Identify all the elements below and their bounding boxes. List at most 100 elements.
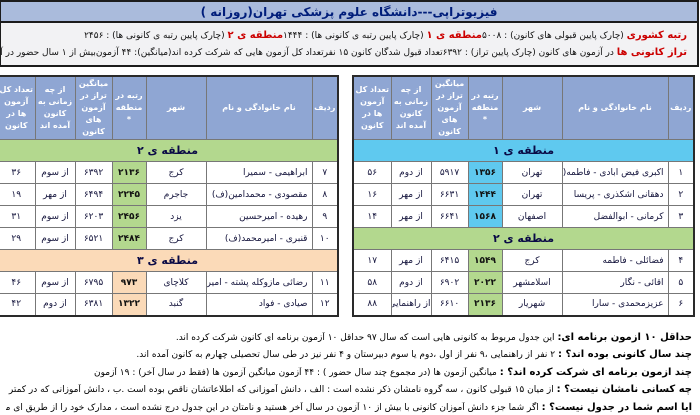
cell-rank: ۱۴۴۴: [468, 183, 504, 206]
cell-city: کرج: [502, 249, 564, 272]
cell-total: ۳۱: [0, 205, 37, 228]
tables-area: ردیف نام خانوادگی و نام شهر رتبه در منطقه *…: [0, 75, 700, 317]
column-header-since: از چه زمانی به کانون آمده اند: [35, 75, 77, 140]
cell-avg: ۶۴۱۵: [431, 249, 470, 272]
cell-since: از سوم: [35, 227, 77, 250]
cell-avg: ۶۴۹۴: [75, 183, 114, 206]
section-row: منطقه ی ۲: [353, 227, 696, 250]
cell-num: ۱۲: [312, 293, 340, 316]
table-row: ۶ عزیزمحمدی - سارا شهریار ۲۱۳۶ ۶۶۱۰ از راهنما…: [353, 293, 696, 316]
cell-rank: ۲۱۳۶: [468, 293, 504, 316]
cell-city: یزد: [146, 205, 208, 228]
cell-avg: ۶۶۴۱: [431, 205, 470, 228]
stats-header: رتبه کشوری (چارک پایین قبولی های کانون) …: [0, 23, 700, 67]
stat-region1-value: (چارک پایین رتبه ی کانونی ها) : ۱۴۴۴: [284, 31, 425, 41]
column-header-name: نام خانوادگی و نام: [206, 75, 314, 140]
column-header-city: شهر: [146, 75, 208, 140]
cell-since: از مهر: [35, 183, 77, 206]
cell-num: ۱۱: [312, 271, 340, 294]
note-min-exams-text: این جدول مربوط به کانونی هایی است که سال…: [176, 332, 556, 343]
cell-total: ۳۶: [0, 161, 37, 184]
cell-num: ۱: [668, 161, 696, 184]
table-row: ۱۲ صیادی - فواد گنبد ۱۳۲۲ ۶۳۸۱ از دوم ۴۲: [0, 293, 340, 316]
page-title: فیزیوتراپی---دانشگاه علوم پزشکی تهران(رو…: [201, 4, 499, 19]
cell-name: قنبری - امیرمحمد(ف): [206, 227, 314, 250]
title-bar: فیزیوتراپی---دانشگاه علوم پزشکی تهران(رو…: [0, 0, 700, 23]
cell-avg: ۶۶۱۰: [431, 293, 470, 316]
cell-total: ۴۲: [0, 293, 37, 316]
cell-since: از راهنمایی: [391, 293, 433, 316]
cell-num: ۷: [312, 161, 340, 184]
note-exam-count-label: چند آزمون برنامه ای شرکت کرده اند؟ :: [500, 366, 693, 378]
cell-total: ۵۶: [353, 161, 393, 184]
note-min-exams: حداقل ۱۰ آزمون برنامه ای: این جدول مربوط…: [7, 332, 693, 343]
cell-name: اقائی - نگار: [562, 271, 670, 294]
stat-region2-label: منطقه ی ۲: [228, 30, 285, 41]
note-missing-names-label: چه کسانی نامشان نیست؟ :: [557, 384, 693, 395]
stats-row-1: رتبه کشوری (چارک پایین قبولی های کانون) …: [12, 30, 688, 41]
cell-rank: ۲۴۸۴: [112, 227, 148, 250]
section-row: منطقه ی ۳: [0, 249, 340, 272]
column-header-total: تعداد کل آزمون ها در کانون: [0, 75, 37, 140]
cell-name: مقصودی - محمدامین(ف): [206, 183, 314, 206]
cell-since: از مهر: [391, 183, 433, 206]
cell-num: ۵: [668, 271, 696, 294]
footer-notes: حداقل ۱۰ آزمون برنامه ای: این جدول مربوط…: [0, 332, 700, 413]
cell-total: ۱۹: [0, 183, 37, 206]
stat-region2-value: (چارک پایین رتبه ی کانونی ها) : ۲۴۵۶: [85, 31, 226, 41]
results-table-left: ردیف نام خانوادگی و نام شهر رتبه در منطقه *…: [0, 75, 340, 317]
cell-avg: ۶۹۰۲: [431, 271, 470, 294]
stats-row-2: تراز کانونی ها در آزمون های کانون (چارک …: [0, 47, 688, 58]
section-title: منطقه ی ۲: [353, 227, 696, 250]
cell-name: ابراهیمی - سمیرا: [206, 161, 314, 184]
table-header-row: ردیف نام خانوادگی و نام شهر رتبه در منطقه *…: [0, 75, 340, 140]
cell-name: کرمانی - ابوالفضل: [562, 205, 670, 228]
cell-city: اصفهان: [502, 205, 564, 228]
section-title: منطقه ی ۱: [353, 139, 696, 162]
column-header-name: نام خانوادگی و نام: [562, 75, 670, 140]
stat-accepted-count: تعداد قبول شدگان کانون ۱۵ نفر: [324, 47, 444, 58]
stat-score-quartile: تراز کانونی ها در آزمون های کانون (چارک …: [444, 47, 688, 58]
cell-rank: ۲۰۲۲: [468, 271, 504, 294]
table-row: ۵ اقائی - نگار اسلامشهر ۲۰۲۲ ۶۹۰۲ از دوم ۵۸: [353, 271, 696, 294]
cell-since: از مهر: [391, 249, 433, 272]
note-years-label: چند سال کانونی بوده اند؟ :: [558, 349, 693, 360]
cell-total: ۱۷: [353, 249, 393, 272]
table-row: ۲ دهقانی اشکذری - پریسا تهران ۱۴۴۴ ۶۶۳۱ از مه…: [353, 183, 696, 206]
cell-total: ۸۸: [353, 293, 393, 316]
table-header-row: ردیف نام خانوادگی و نام شهر رتبه در منطقه *…: [353, 75, 696, 140]
stat-region2-rank: منطقه ی ۲ (چارک پایین رتبه ی کانونی ها) …: [85, 30, 284, 41]
note-exam-count: چند آزمون برنامه ای شرکت کرده اند؟ : میا…: [7, 367, 693, 378]
cell-city: گنبد: [146, 293, 208, 316]
cell-name: رهیده - امیرحسین: [206, 205, 314, 228]
note-exam-count-text: میانگین آزمون ها (در مجموع چند سال حضور …: [95, 367, 498, 378]
cell-rank: ۲۴۵۶: [112, 205, 148, 228]
column-header-num: ردیف: [668, 75, 696, 140]
cell-avg: ۵۹۱۷: [431, 161, 470, 184]
cell-rank: ۱۵۶۸: [468, 205, 504, 228]
section-title: منطقه ی ۳: [0, 249, 340, 272]
cell-rank: ۱۳۲۲: [112, 293, 148, 316]
stat-score-label: تراز کانونی ها: [617, 47, 688, 58]
table-row: ۴ فضائلی - فاطمه کرج ۱۵۴۹ ۶۴۱۵ از مهر ۱۷: [353, 249, 696, 272]
cell-city: تهران: [502, 183, 564, 206]
cell-num: ۹: [312, 205, 340, 228]
stat-national-rank-label: رتبه کشوری: [627, 30, 688, 41]
cell-city: شهریار: [502, 293, 564, 316]
cell-rank: ۲۱۳۶: [112, 161, 148, 184]
column-header-total: تعداد کل آزمون ها در کانون: [353, 75, 393, 140]
stat-national-rank-value: (چارک پایین قبولی های کانون) : ۵۰۰۸: [482, 31, 625, 41]
cell-since: از مهر: [391, 205, 433, 228]
cell-num: ۲: [668, 183, 696, 206]
cell-num: ۴: [668, 249, 696, 272]
cell-num: ۶: [668, 293, 696, 316]
note-missing-names-text: از میان ۱۵ قبولی کانون ، سه گروه نامشان …: [7, 385, 555, 395]
table-row: ۱۰ قنبری - امیرمحمد(ف) کرج ۲۴۸۴ ۶۵۲۱ از سوم ۲۹: [0, 227, 340, 250]
cell-since: از دوم: [391, 271, 433, 294]
cell-name: اکبری فیض ابادی - فاطمه(ف): [562, 161, 670, 184]
cell-name: عزیزمحمدی - سارا: [562, 293, 670, 316]
section-row: منطقه ی ۱: [353, 139, 696, 162]
table-row: ۳ کرمانی - ابوالفضل اصفهان ۱۵۶۸ ۶۶۴۱ از مهر ۱۴: [353, 205, 696, 228]
